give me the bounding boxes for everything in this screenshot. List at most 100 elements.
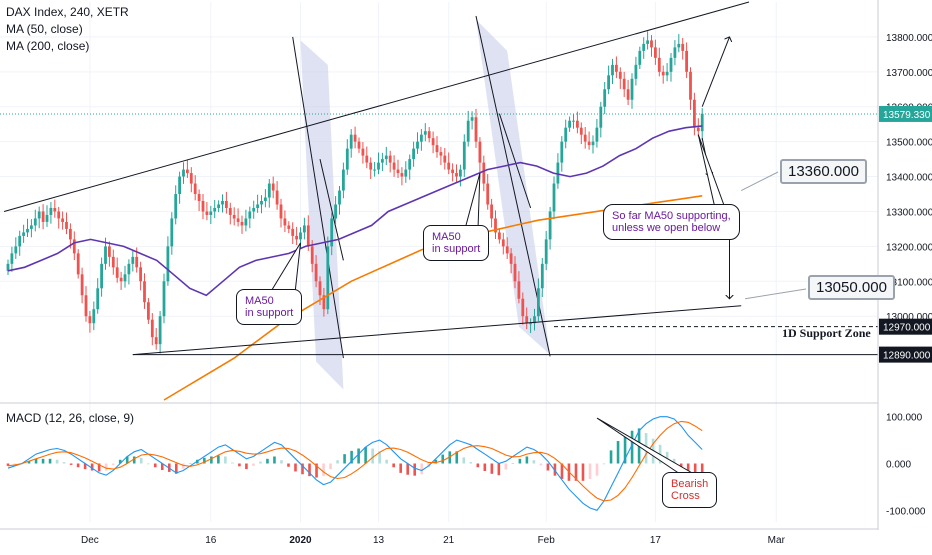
candle-body bbox=[33, 218, 37, 226]
price-tick-label: 13000.000 bbox=[886, 312, 932, 323]
candle-body bbox=[455, 173, 458, 177]
candle-body bbox=[365, 155, 369, 163]
macd-histogram-bar bbox=[182, 463, 185, 469]
candle-body bbox=[295, 235, 298, 240]
candle-body bbox=[72, 239, 76, 254]
candle-body bbox=[299, 232, 302, 240]
macd-histogram-bar bbox=[139, 457, 143, 464]
candle-body bbox=[127, 263, 131, 275]
macd-histogram-bar bbox=[378, 451, 381, 464]
candle-body bbox=[201, 201, 205, 212]
macd-histogram-bar bbox=[55, 459, 59, 464]
candle-body bbox=[37, 211, 41, 219]
candle-body bbox=[381, 159, 384, 163]
candle-body bbox=[622, 78, 626, 90]
candle-body bbox=[61, 218, 64, 222]
callout-line: in support bbox=[245, 307, 294, 319]
candle-body bbox=[408, 159, 412, 170]
time-tick-label: 21 bbox=[443, 535, 455, 546]
candle-body bbox=[396, 169, 400, 174]
candle-body bbox=[104, 246, 107, 264]
macd-tick-label: 0.000 bbox=[886, 460, 911, 471]
candle-body bbox=[416, 141, 419, 149]
time-axis: Dec 16 2020 13 21 Feb 17 Mar bbox=[0, 528, 878, 546]
ma50-support-callout-2: MA50 in support bbox=[423, 225, 490, 261]
candle-body bbox=[264, 197, 267, 201]
time-tick-label: 17 bbox=[650, 535, 662, 546]
candle-body bbox=[630, 78, 634, 100]
candle-body bbox=[76, 253, 80, 275]
candle-body bbox=[69, 228, 72, 240]
candle-body bbox=[693, 99, 696, 128]
macd-histogram-bar bbox=[581, 463, 585, 481]
candle-body bbox=[595, 127, 599, 142]
candle-body bbox=[517, 281, 521, 299]
candle-body bbox=[322, 295, 326, 310]
candle-body bbox=[486, 183, 490, 205]
macd-histogram-bar bbox=[504, 463, 508, 470]
macd-histogram-bar bbox=[441, 454, 445, 464]
candle-body bbox=[353, 134, 357, 142]
macd-histogram-bar bbox=[83, 463, 87, 470]
candle-body bbox=[412, 148, 415, 160]
candle-body bbox=[681, 43, 685, 51]
macd-histogram-bar bbox=[371, 448, 374, 464]
candle-body bbox=[388, 155, 392, 163]
macd-histogram-bar bbox=[483, 463, 487, 471]
macd-histogram-bar bbox=[273, 456, 276, 464]
candle-body bbox=[642, 43, 646, 51]
candle-body bbox=[236, 218, 240, 222]
candle-body bbox=[377, 162, 380, 170]
time-tick-label: Mar bbox=[768, 535, 786, 546]
macd-histogram-bar bbox=[672, 458, 676, 464]
macd-signal-line bbox=[7, 420, 703, 502]
time-tick-label: Feb bbox=[538, 535, 556, 546]
candles bbox=[6, 31, 704, 354]
candle-body bbox=[221, 201, 224, 205]
candle-body bbox=[228, 207, 232, 215]
falling-channel-fill bbox=[300, 40, 344, 390]
macd-histogram-bar bbox=[280, 460, 283, 464]
candle-body bbox=[170, 218, 174, 247]
candle-body bbox=[96, 288, 100, 310]
candle-body bbox=[197, 194, 201, 201]
macd-histogram-bar bbox=[490, 463, 494, 474]
candle-body bbox=[431, 138, 435, 146]
candle-body bbox=[505, 246, 509, 254]
candle-body bbox=[162, 281, 166, 317]
macd-histogram-bar bbox=[574, 463, 578, 481]
target-leader bbox=[745, 288, 807, 300]
macd-histogram-bar bbox=[357, 448, 360, 464]
macd-histogram-bar bbox=[132, 456, 136, 464]
candle-body bbox=[217, 204, 220, 208]
candle-body bbox=[490, 204, 493, 219]
price-tag-bg bbox=[879, 318, 932, 335]
candle-body bbox=[349, 134, 353, 149]
candle-body bbox=[334, 204, 337, 219]
macd-histogram-bar bbox=[153, 463, 157, 468]
candle-body bbox=[6, 263, 10, 271]
candle-body bbox=[540, 263, 544, 289]
candle-body bbox=[634, 64, 638, 79]
trendlines bbox=[3, 1, 878, 356]
callout-line: unless we open below bbox=[612, 222, 721, 234]
candle-body bbox=[53, 207, 57, 212]
callout-line: Bearish bbox=[671, 478, 709, 490]
channel-boundary-line bbox=[292, 36, 344, 359]
candle-body bbox=[225, 201, 228, 208]
macd-legend: MACD (12, 26, close, 9) bbox=[6, 411, 135, 425]
candle-body bbox=[287, 225, 291, 229]
candle-body bbox=[150, 319, 154, 338]
candle-body bbox=[158, 316, 162, 345]
candle-body bbox=[240, 221, 244, 226]
candle-body bbox=[18, 235, 22, 247]
macd-histogram-bar bbox=[525, 456, 529, 464]
macd-histogram-bar bbox=[343, 454, 346, 464]
candle-body bbox=[447, 162, 451, 170]
macd-histogram-bar bbox=[595, 463, 599, 476]
candle-body bbox=[677, 43, 681, 48]
macd-histogram-bar bbox=[90, 463, 94, 471]
candle-body bbox=[342, 169, 345, 191]
macd-histogram-bar bbox=[238, 463, 241, 467]
